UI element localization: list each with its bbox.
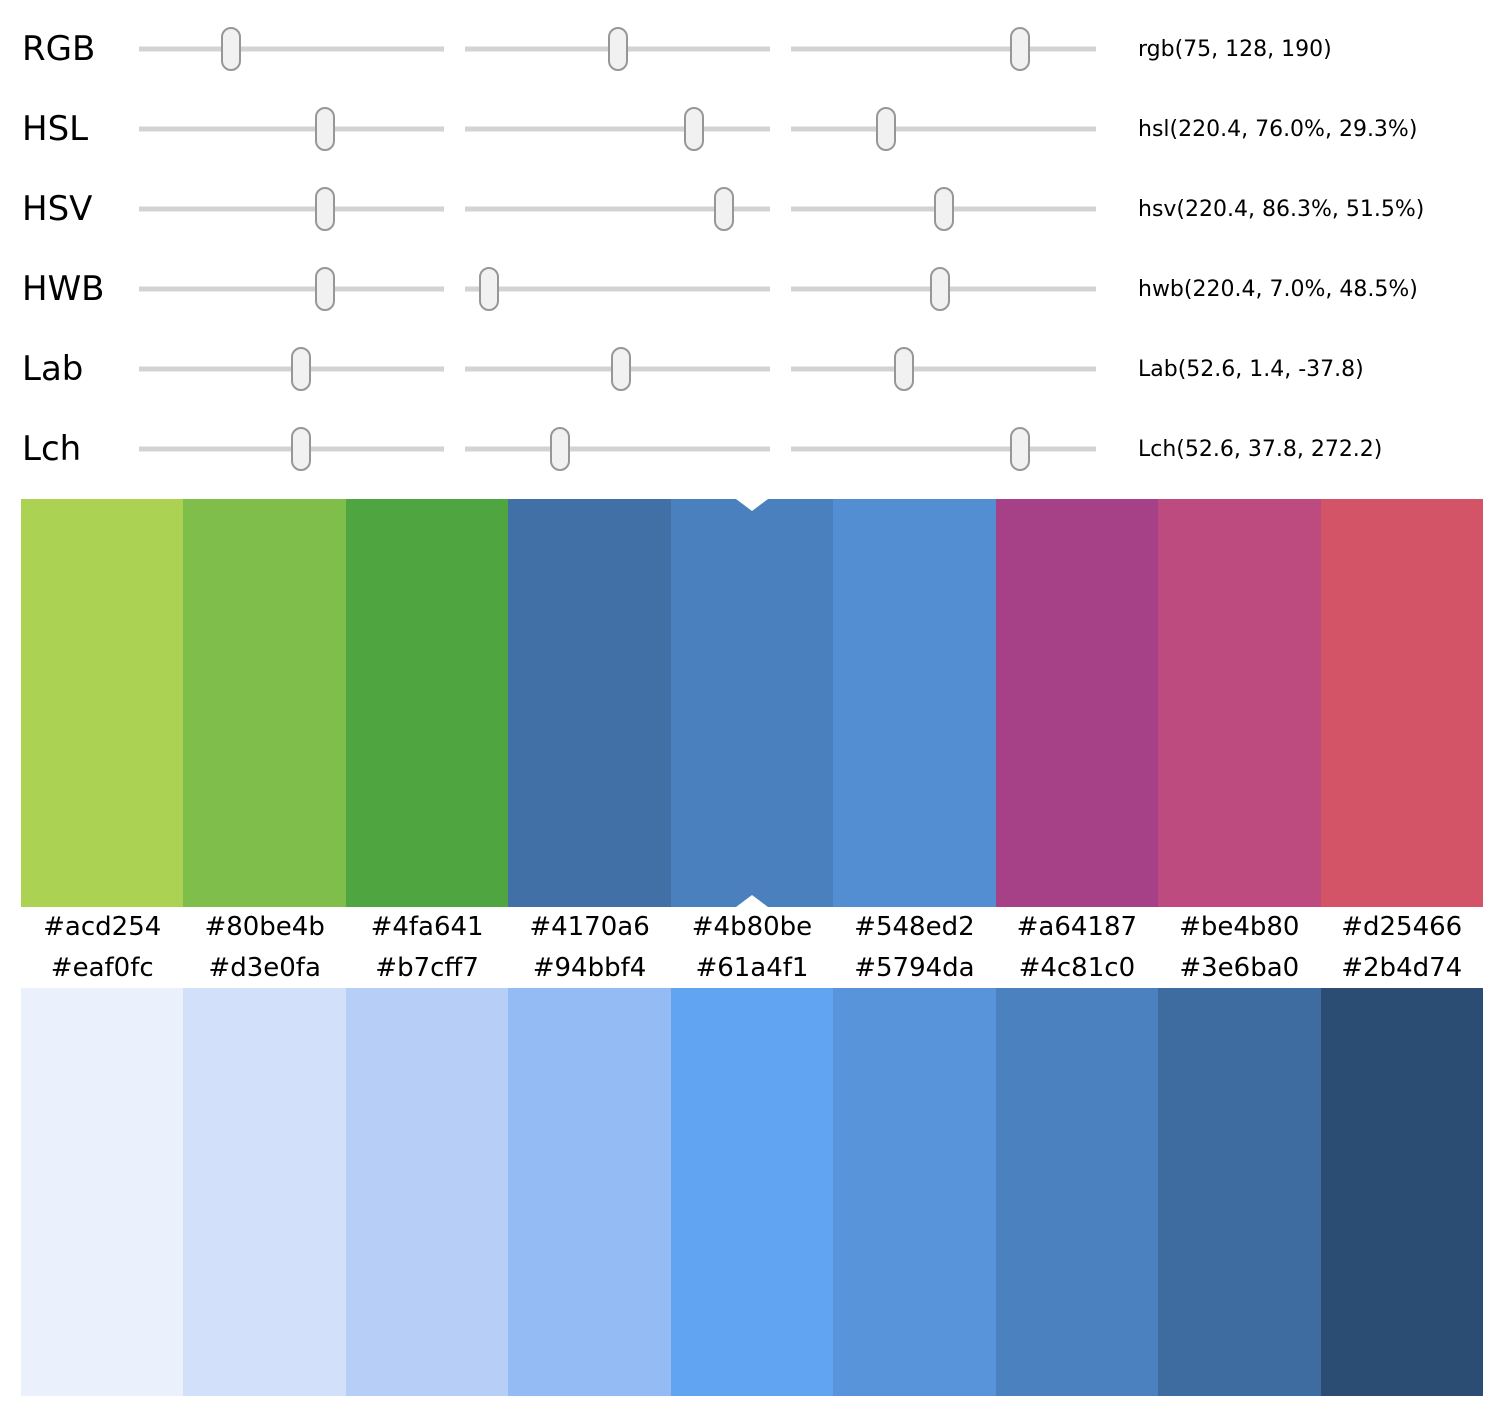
slider-row-lch: Lch Lch(52.6, 37.8, 272.2) <box>22 409 1501 489</box>
swatch-d25466[interactable] <box>1320 499 1483 907</box>
rgb-blue-slider[interactable] <box>791 25 1096 73</box>
hsv-value-slider-thumb[interactable] <box>933 187 954 231</box>
hsv-value-text: hsv(220.4, 86.3%, 51.5%) <box>1138 196 1425 222</box>
lch-h-slider-thumb[interactable] <box>1009 427 1030 471</box>
hue-scale-hex-labels: #acd254 #80be4b #4fa641 #4170a6 #4b80be #548e… <box>21 907 1483 947</box>
hex-label-d25466: #d25466 <box>1341 912 1463 942</box>
swatch-61a4f1[interactable] <box>670 988 834 1396</box>
slider-row-hsv: HSV hsv(220.4, 86.3%, 51.5%) <box>22 169 1501 249</box>
hex-label-d3e0fa: #d3e0fa <box>208 952 321 983</box>
hsv-saturation-slider[interactable] <box>465 185 770 233</box>
selected-swatch-notch-bottom <box>736 895 768 907</box>
hex-label-4c81c0: #4c81c0 <box>1018 952 1136 983</box>
swatch-4170a6[interactable] <box>508 499 671 907</box>
swatch-548ed2[interactable] <box>833 499 996 907</box>
hsl-lightness-slider-thumb[interactable] <box>875 107 896 151</box>
hex-label-eaf0fc: #eaf0fc <box>50 952 154 983</box>
lab-a-slider[interactable] <box>465 345 770 393</box>
swatch-4c81c0[interactable] <box>995 988 1159 1396</box>
lab-value-text: Lab(52.6, 1.4, -37.8) <box>1138 356 1364 382</box>
hwb-hue-slider[interactable] <box>139 265 444 313</box>
lab-a-slider-thumb[interactable] <box>610 347 631 391</box>
hsv-hue-slider-thumb[interactable] <box>315 187 336 231</box>
hsv-hue-slider[interactable] <box>139 185 444 233</box>
rgb-value-text: rgb(75, 128, 190) <box>1138 36 1332 62</box>
hsv-label: HSV <box>22 189 93 229</box>
hwb-blackness-slider-thumb[interactable] <box>930 267 951 311</box>
hex-label-b7cff7: #b7cff7 <box>375 952 479 983</box>
lightness-scale-palette <box>21 988 1483 1396</box>
rgb-red-slider[interactable] <box>139 25 444 73</box>
hwb-label: HWB <box>22 269 105 309</box>
slider-row-hwb: HWB hwb(220.4, 7.0%, 48.5%) <box>22 249 1501 329</box>
lch-l-slider-thumb[interactable] <box>290 427 311 471</box>
lab-b-slider-thumb[interactable] <box>893 347 914 391</box>
swatch-80be4b[interactable] <box>183 499 346 907</box>
hex-label-2b4d74: #2b4d74 <box>1341 952 1463 983</box>
lch-c-slider-thumb[interactable] <box>549 427 570 471</box>
lightness-scale-hex-labels: #eaf0fc #d3e0fa #b7cff7 #94bbf4 #61a4f1 #5794… <box>21 947 1483 988</box>
swatch-d3e0fa[interactable] <box>183 988 346 1396</box>
lch-c-slider[interactable] <box>465 425 770 473</box>
swatch-94bbf4[interactable] <box>508 988 671 1396</box>
swatch-a64187[interactable] <box>995 499 1159 907</box>
swatch-5794da[interactable] <box>833 988 996 1396</box>
hue-scale-palette <box>21 499 1483 907</box>
lab-l-slider[interactable] <box>139 345 444 393</box>
hsl-saturation-slider[interactable] <box>465 105 770 153</box>
rgb-label: RGB <box>22 29 96 69</box>
swatch-eaf0fc[interactable] <box>21 988 184 1396</box>
swatch-be4b80[interactable] <box>1158 499 1321 907</box>
hex-label-a64187: #a64187 <box>1016 912 1138 942</box>
hex-label-80be4b: #80be4b <box>204 912 325 942</box>
hsl-lightness-slider[interactable] <box>791 105 1096 153</box>
lch-value-text: Lch(52.6, 37.8, 272.2) <box>1138 436 1383 462</box>
hwb-whiteness-slider-thumb[interactable] <box>479 267 500 311</box>
hwb-value-text: hwb(220.4, 7.0%, 48.5%) <box>1138 276 1418 302</box>
swatch-b7cff7[interactable] <box>345 988 509 1396</box>
lab-l-slider-thumb[interactable] <box>290 347 311 391</box>
color-sliders-panel: RGB rgb(75, 128, 190) HSL hsl(220.4, 76.… <box>0 0 1501 489</box>
hwb-hue-slider-thumb[interactable] <box>315 267 336 311</box>
rgb-green-slider-thumb[interactable] <box>607 27 628 71</box>
hex-label-acd254: #acd254 <box>43 912 162 942</box>
hsl-saturation-slider-thumb[interactable] <box>683 107 704 151</box>
hex-label-94bbf4: #94bbf4 <box>532 952 647 983</box>
swatch-2b4d74[interactable] <box>1320 988 1483 1396</box>
swatch-3e6ba0[interactable] <box>1158 988 1321 1396</box>
hsl-hue-slider-thumb[interactable] <box>315 107 336 151</box>
hwb-blackness-slider[interactable] <box>791 265 1096 313</box>
hex-label-4fa641: #4fa641 <box>370 912 484 942</box>
hsv-saturation-slider-thumb[interactable] <box>714 187 735 231</box>
hsv-value-slider[interactable] <box>791 185 1096 233</box>
hex-label-4b80be: #4b80be <box>691 912 813 942</box>
lab-label: Lab <box>22 349 84 389</box>
hex-label-be4b80: #be4b80 <box>1179 912 1300 942</box>
rgb-green-slider[interactable] <box>465 25 770 73</box>
slider-row-rgb: RGB rgb(75, 128, 190) <box>22 9 1501 89</box>
swatch-4fa641[interactable] <box>345 499 509 907</box>
selected-swatch-notch-top <box>736 499 768 511</box>
lab-b-slider[interactable] <box>791 345 1096 393</box>
hex-label-61a4f1: #61a4f1 <box>695 952 809 983</box>
lch-h-slider[interactable] <box>791 425 1096 473</box>
swatch-4b80be[interactable] <box>670 499 834 907</box>
lch-l-slider[interactable] <box>139 425 444 473</box>
hsl-label: HSL <box>22 109 89 149</box>
hex-label-3e6ba0: #3e6ba0 <box>1179 952 1300 983</box>
swatch-acd254[interactable] <box>21 499 184 907</box>
rgb-red-slider-thumb[interactable] <box>220 27 241 71</box>
hex-label-4170a6: #4170a6 <box>529 912 650 942</box>
hex-label-5794da: #5794da <box>854 952 975 983</box>
slider-row-hsl: HSL hsl(220.4, 76.0%, 29.3%) <box>22 89 1501 169</box>
lch-label: Lch <box>22 429 82 469</box>
hsl-value-text: hsl(220.4, 76.0%, 29.3%) <box>1138 116 1418 142</box>
slider-row-lab: Lab Lab(52.6, 1.4, -37.8) <box>22 329 1501 409</box>
rgb-blue-slider-thumb[interactable] <box>1009 27 1030 71</box>
hsl-hue-slider[interactable] <box>139 105 444 153</box>
hwb-whiteness-slider[interactable] <box>465 265 770 313</box>
hex-label-548ed2: #548ed2 <box>854 912 975 942</box>
